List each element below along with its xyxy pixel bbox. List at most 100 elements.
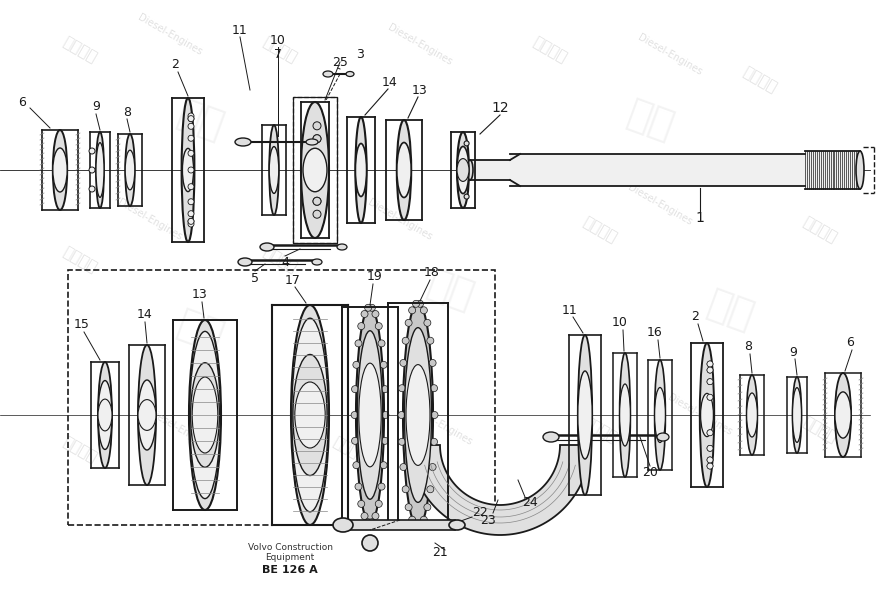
Circle shape <box>405 319 412 326</box>
Ellipse shape <box>619 384 630 446</box>
Ellipse shape <box>747 375 757 455</box>
Ellipse shape <box>98 381 112 450</box>
Text: 24: 24 <box>522 497 538 509</box>
Text: 动力: 动力 <box>422 264 479 316</box>
Bar <box>470 160 510 180</box>
Ellipse shape <box>96 132 104 208</box>
Circle shape <box>355 483 362 490</box>
Ellipse shape <box>138 400 156 431</box>
Circle shape <box>188 113 194 119</box>
Text: 6: 6 <box>18 96 26 109</box>
Ellipse shape <box>53 148 68 192</box>
Text: 动力: 动力 <box>172 304 229 356</box>
Bar <box>510 154 805 186</box>
Circle shape <box>368 304 376 311</box>
Circle shape <box>409 307 416 314</box>
Circle shape <box>380 462 387 468</box>
Ellipse shape <box>125 150 134 190</box>
Circle shape <box>313 135 321 143</box>
Text: 动力: 动力 <box>172 94 229 146</box>
Text: 17: 17 <box>285 273 301 287</box>
Text: Diesel-Engines: Diesel-Engines <box>146 407 214 453</box>
Ellipse shape <box>192 377 218 453</box>
Circle shape <box>188 116 194 121</box>
Text: 1: 1 <box>696 211 705 225</box>
Ellipse shape <box>301 102 329 238</box>
Ellipse shape <box>260 243 274 251</box>
Circle shape <box>352 386 359 393</box>
Ellipse shape <box>53 130 68 210</box>
Circle shape <box>431 385 438 392</box>
Text: 11: 11 <box>562 304 578 317</box>
Circle shape <box>405 504 412 511</box>
Ellipse shape <box>578 335 592 495</box>
Circle shape <box>352 462 360 468</box>
Circle shape <box>358 500 365 508</box>
Polygon shape <box>410 445 590 535</box>
Circle shape <box>188 116 194 121</box>
Circle shape <box>464 194 469 199</box>
Circle shape <box>420 516 427 523</box>
Circle shape <box>707 429 713 436</box>
Polygon shape <box>510 154 520 186</box>
Circle shape <box>427 337 433 344</box>
Text: 9: 9 <box>92 101 100 113</box>
Text: 19: 19 <box>368 270 383 284</box>
Circle shape <box>464 141 469 146</box>
Circle shape <box>376 500 382 508</box>
Ellipse shape <box>292 318 328 512</box>
Ellipse shape <box>578 371 592 459</box>
Text: 紫发动力: 紫发动力 <box>530 34 570 66</box>
Text: 动力: 动力 <box>701 284 758 336</box>
Text: 紫发动力: 紫发动力 <box>261 34 300 66</box>
Ellipse shape <box>700 393 714 437</box>
Circle shape <box>707 463 713 469</box>
Text: 紫发动力: 紫发动力 <box>580 414 619 446</box>
Text: 25: 25 <box>332 56 348 68</box>
Circle shape <box>402 486 409 493</box>
Ellipse shape <box>359 363 381 467</box>
Ellipse shape <box>792 377 802 453</box>
Circle shape <box>188 221 194 227</box>
Text: 6: 6 <box>846 337 854 350</box>
Text: 8: 8 <box>123 106 131 118</box>
Circle shape <box>89 186 95 192</box>
Ellipse shape <box>138 380 156 450</box>
Circle shape <box>707 457 713 463</box>
Circle shape <box>399 385 406 392</box>
Circle shape <box>399 439 406 445</box>
Ellipse shape <box>792 387 802 442</box>
Bar <box>68 270 495 525</box>
Circle shape <box>188 123 194 129</box>
Ellipse shape <box>449 520 465 530</box>
Bar <box>345 520 455 530</box>
Circle shape <box>707 367 713 373</box>
Ellipse shape <box>457 159 469 181</box>
Text: Diesel-Engines: Diesel-Engines <box>366 198 433 242</box>
Circle shape <box>362 535 378 551</box>
Circle shape <box>400 359 407 367</box>
Ellipse shape <box>190 331 221 498</box>
Ellipse shape <box>700 343 714 487</box>
Bar <box>293 97 337 243</box>
Text: 23: 23 <box>480 514 496 526</box>
Text: 紫发动力: 紫发动力 <box>61 34 100 66</box>
Circle shape <box>382 437 388 444</box>
Circle shape <box>427 486 433 493</box>
Circle shape <box>400 464 407 470</box>
Text: 10: 10 <box>612 317 628 329</box>
Ellipse shape <box>235 138 251 146</box>
Text: 14: 14 <box>382 76 398 88</box>
Circle shape <box>188 135 194 142</box>
Text: 20: 20 <box>642 467 658 479</box>
Ellipse shape <box>467 160 473 180</box>
Ellipse shape <box>355 143 367 196</box>
Circle shape <box>707 379 713 385</box>
Text: 紫发动力: 紫发动力 <box>740 65 780 96</box>
Circle shape <box>412 523 419 529</box>
Ellipse shape <box>303 148 327 192</box>
Text: 2: 2 <box>171 59 179 71</box>
Ellipse shape <box>355 117 367 223</box>
Text: Diesel-Engines: Diesel-Engines <box>406 403 473 447</box>
Text: Diesel-Engines: Diesel-Engines <box>136 13 204 57</box>
